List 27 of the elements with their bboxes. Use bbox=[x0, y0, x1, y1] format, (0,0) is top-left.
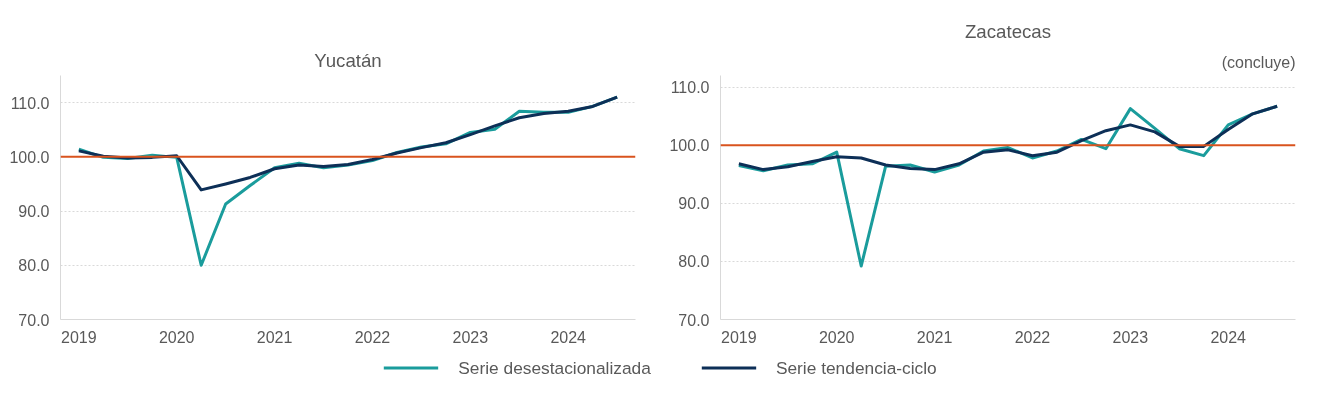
x-tick-label: 2023 bbox=[1112, 328, 1149, 346]
x-tick-label: 2023 bbox=[452, 328, 489, 346]
chart-title: Yucatán bbox=[314, 49, 382, 71]
x-tick-label: 2021 bbox=[916, 328, 953, 346]
x-tick-label: 2024 bbox=[1210, 328, 1247, 346]
x-tick-label: 2020 bbox=[158, 328, 195, 346]
text: (concluye) bbox=[1221, 53, 1296, 71]
x-tick-label: 2022 bbox=[1014, 328, 1051, 346]
x-tick-label: 2019 bbox=[721, 328, 757, 346]
legend-label: Serie desestacionalizada bbox=[458, 357, 651, 378]
x-tick-label: 2024 bbox=[550, 328, 587, 346]
x-tick-label: 2022 bbox=[354, 328, 391, 346]
x-tick-label: 2021 bbox=[256, 328, 293, 346]
x-tick-label: 2020 bbox=[818, 328, 855, 346]
x-tick-label: 2019 bbox=[61, 328, 97, 346]
chart-title: Zacatecas bbox=[964, 20, 1052, 42]
y-tick-label: 70.0 bbox=[678, 311, 710, 329]
y-tick-label: 70.0 bbox=[18, 311, 50, 329]
legend-label: Serie tendencia-ciclo bbox=[775, 357, 937, 378]
y-tick-label: 110.0 bbox=[670, 79, 710, 97]
y-tick-label: 90.0 bbox=[18, 203, 50, 221]
y-tick-label: 100.0 bbox=[9, 148, 50, 166]
y-tick-label: 80.0 bbox=[18, 257, 50, 275]
y-tick-label: 90.0 bbox=[678, 195, 710, 213]
y-tick-label: 80.0 bbox=[678, 253, 710, 271]
y-tick-label: 100.0 bbox=[669, 137, 710, 155]
y-tick-label: 110.0 bbox=[10, 94, 50, 112]
